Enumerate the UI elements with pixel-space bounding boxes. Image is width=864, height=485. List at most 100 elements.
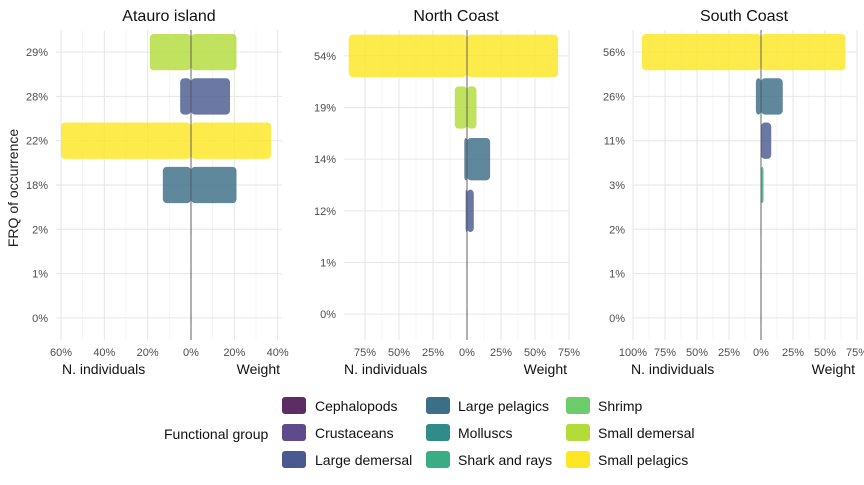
panel-title: North Coast bbox=[413, 8, 499, 25]
panel-south-coast: South Coast N. individuals Weight 100% 75… bbox=[603, 8, 864, 377]
bar-n-individuals bbox=[348, 34, 467, 78]
legend-item-crustaceans: Crustaceans bbox=[282, 424, 394, 441]
bar-weight bbox=[191, 122, 272, 159]
y-tick-label: 2% bbox=[609, 224, 625, 236]
panel-atauro: Atauro island N. individuals Weight 60% 4… bbox=[26, 8, 289, 377]
y-tick-label: 1% bbox=[609, 269, 625, 281]
legend-swatch bbox=[426, 397, 450, 414]
legend-label: Cephalopods bbox=[315, 398, 398, 414]
legend-swatch bbox=[282, 397, 306, 414]
x-tick-label: 20% bbox=[223, 347, 245, 359]
x-tick-label: 25% bbox=[490, 347, 512, 359]
x-label-left: N. individuals bbox=[344, 361, 427, 377]
y-tick-label: 2% bbox=[32, 224, 48, 236]
legend-item-large-pelagics: Large pelagics bbox=[426, 397, 549, 414]
y-tick-label: 1% bbox=[320, 258, 336, 270]
legend-item-shrimp: Shrimp bbox=[566, 397, 643, 414]
bar-weight bbox=[467, 189, 474, 233]
x-tick-label: 50% bbox=[388, 347, 410, 359]
bar-weight bbox=[761, 33, 846, 71]
y-tick-label: 14% bbox=[314, 154, 336, 166]
y-tick-label: 19% bbox=[314, 103, 336, 115]
bars bbox=[641, 33, 846, 323]
x-tick-label: 0% bbox=[459, 347, 475, 359]
legend-item-large-demersal: Large demersal bbox=[282, 451, 412, 468]
y-tick-label: 28% bbox=[26, 91, 48, 103]
y-tick-label: 0% bbox=[609, 313, 625, 325]
legend-item-small-demersal: Small demersal bbox=[566, 424, 694, 441]
panel-north-coast: North Coast N. individuals Weight 75% 50%… bbox=[314, 8, 580, 377]
panel-title: South Coast bbox=[700, 8, 789, 25]
x-tick-label: 60% bbox=[50, 347, 72, 359]
x-tick-label: 50% bbox=[524, 347, 546, 359]
legend-label: Large demersal bbox=[315, 452, 412, 468]
y-tick-label: 1% bbox=[32, 269, 48, 281]
y-tick-label: 0% bbox=[32, 313, 48, 325]
x-tick-label: 50% bbox=[686, 347, 708, 359]
legend-swatch bbox=[566, 397, 590, 414]
x-label-right: Weight bbox=[812, 361, 855, 377]
bar-weight bbox=[467, 86, 477, 129]
bar-weight bbox=[191, 33, 237, 71]
bar-n-individuals bbox=[464, 137, 467, 181]
y-tick-label: 3% bbox=[609, 180, 625, 192]
bar-n-individuals bbox=[162, 166, 191, 204]
y-tick-label: 56% bbox=[603, 47, 625, 59]
bar-n-individuals bbox=[180, 78, 191, 115]
legend-swatch bbox=[282, 451, 306, 468]
x-label-right: Weight bbox=[524, 361, 567, 377]
legend-label: Shrimp bbox=[598, 398, 643, 414]
bars bbox=[348, 34, 559, 320]
legend-label: Shark and rays bbox=[458, 452, 552, 468]
y-tick-label: 18% bbox=[26, 180, 48, 192]
bars bbox=[61, 33, 272, 323]
bar-weight bbox=[761, 122, 772, 159]
legend-item-cephalopods: Cephalopods bbox=[282, 397, 398, 414]
x-tick-label: 25% bbox=[782, 347, 804, 359]
legend-label: Large pelagics bbox=[458, 398, 549, 414]
x-tick-label: 25% bbox=[422, 347, 444, 359]
legend-item-molluscs: Molluscs bbox=[426, 424, 512, 441]
legend-swatch bbox=[426, 451, 450, 468]
grid bbox=[632, 30, 858, 340]
bar-weight bbox=[191, 166, 237, 204]
legend-item-shark-and-rays: Shark and rays bbox=[426, 451, 552, 468]
y-tick-label: 54% bbox=[314, 51, 336, 63]
panel-title: Atauro island bbox=[122, 8, 215, 25]
y-tick-label: 22% bbox=[26, 136, 48, 148]
x-tick-label: 20% bbox=[137, 347, 159, 359]
legend-label: Crustaceans bbox=[315, 425, 394, 441]
y-tick-label: 11% bbox=[604, 136, 625, 148]
x-tick-label: 75% bbox=[558, 347, 580, 359]
bar-n-individuals bbox=[454, 86, 467, 129]
y-tick-label: 26% bbox=[603, 91, 625, 103]
bar-n-individuals bbox=[755, 78, 761, 115]
y-tick-label: 0% bbox=[320, 309, 336, 321]
legend-label: Small demersal bbox=[598, 425, 694, 441]
legend-label: Molluscs bbox=[458, 425, 512, 441]
legend-item-small-pelagics: Small pelagics bbox=[566, 451, 688, 468]
legend: Functional group Cephalopods Crustaceans… bbox=[164, 397, 694, 468]
x-tick-label: 75% bbox=[846, 347, 864, 359]
y-tick-label: 29% bbox=[26, 47, 48, 59]
x-tick-label: 40% bbox=[267, 347, 289, 359]
bar-weight bbox=[191, 78, 230, 115]
x-tick-label: 0% bbox=[753, 347, 769, 359]
bar-n-individuals bbox=[61, 122, 191, 159]
x-tick-label: 50% bbox=[814, 347, 836, 359]
bar-n-individuals bbox=[641, 33, 761, 71]
bar-weight bbox=[761, 78, 783, 115]
legend-title: Functional group bbox=[164, 426, 269, 442]
legend-swatch bbox=[426, 424, 450, 441]
x-tick-label: 40% bbox=[93, 347, 115, 359]
legend-label: Small pelagics bbox=[598, 452, 688, 468]
bar-weight bbox=[467, 34, 559, 78]
x-tick-label: 75% bbox=[654, 347, 676, 359]
y-axis-title: FRQ of occurrence bbox=[5, 129, 21, 247]
bar-weight bbox=[761, 166, 764, 204]
y-tick-label: 12% bbox=[314, 206, 336, 218]
x-label-left: N. individuals bbox=[631, 361, 714, 377]
x-tick-label: 100% bbox=[619, 347, 647, 359]
x-tick-label: 0% bbox=[183, 347, 199, 359]
